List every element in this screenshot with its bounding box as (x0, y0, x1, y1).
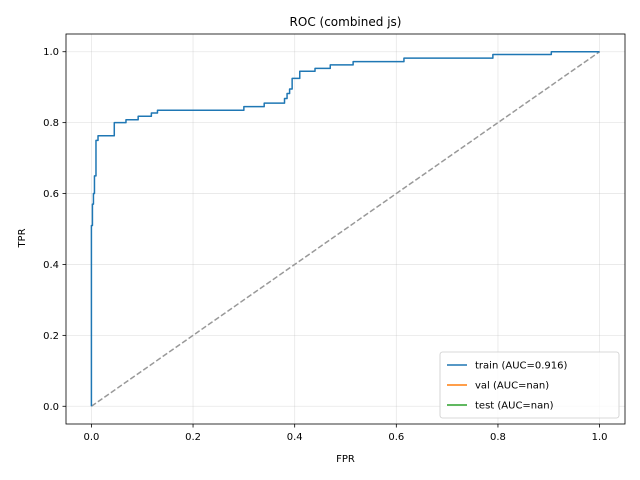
y-axis-label: TPR (17, 228, 28, 248)
x-tick-label: 0.2 (185, 432, 201, 443)
x-tick-label: 0.8 (490, 432, 506, 443)
series-layer (90, 50, 600, 407)
plot-area (65, 33, 626, 425)
legend: train (AUC=0.916) val (AUC=nan) test (AUC=… (439, 351, 620, 419)
x-axis-ticks: 0.0 0.2 0.4 0.6 0.8 1.0 (83, 424, 608, 443)
grid-layer (66, 34, 625, 424)
x-axis-label: FPR (336, 454, 355, 465)
x-tick-label: 0.4 (287, 432, 303, 443)
x-tick-label: 1.0 (592, 432, 608, 443)
x-tick-label: 0.6 (388, 432, 404, 443)
legend-label-0: train (AUC=0.916) (475, 361, 568, 372)
series-line-0 (90, 50, 600, 407)
legend-label-2: test (AUC=nan) (475, 401, 554, 412)
x-tick-label: 0.0 (83, 432, 99, 443)
y-tick-label: 0.2 (43, 331, 59, 342)
y-tick-label: 0.4 (43, 260, 59, 271)
y-tick-label: 0.6 (43, 189, 59, 200)
legend-box (439, 351, 620, 419)
y-tick-label: 1.0 (43, 47, 59, 58)
reference-layer (90, 51, 601, 407)
plot-frame (65, 33, 626, 425)
legend-label-1: val (AUC=nan) (475, 381, 549, 392)
y-axis-ticks: 0.0 0.2 0.4 0.6 0.8 1.0 (43, 47, 66, 413)
chance-diagonal-line (90, 51, 601, 407)
y-tick-label: 0.8 (43, 118, 59, 129)
y-tick-label: 0.0 (43, 402, 59, 413)
chart-title: ROC (combined js) (290, 15, 402, 29)
